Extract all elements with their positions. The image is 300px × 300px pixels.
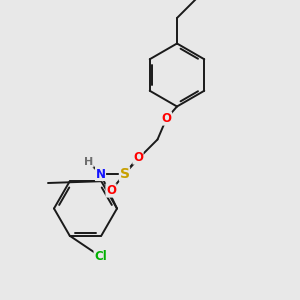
Text: O: O xyxy=(106,184,116,197)
Text: H: H xyxy=(84,157,93,167)
Text: Cl: Cl xyxy=(94,250,107,263)
Text: S: S xyxy=(119,167,130,181)
Text: N: N xyxy=(95,167,106,181)
Text: O: O xyxy=(133,151,143,164)
Text: O: O xyxy=(161,112,172,125)
